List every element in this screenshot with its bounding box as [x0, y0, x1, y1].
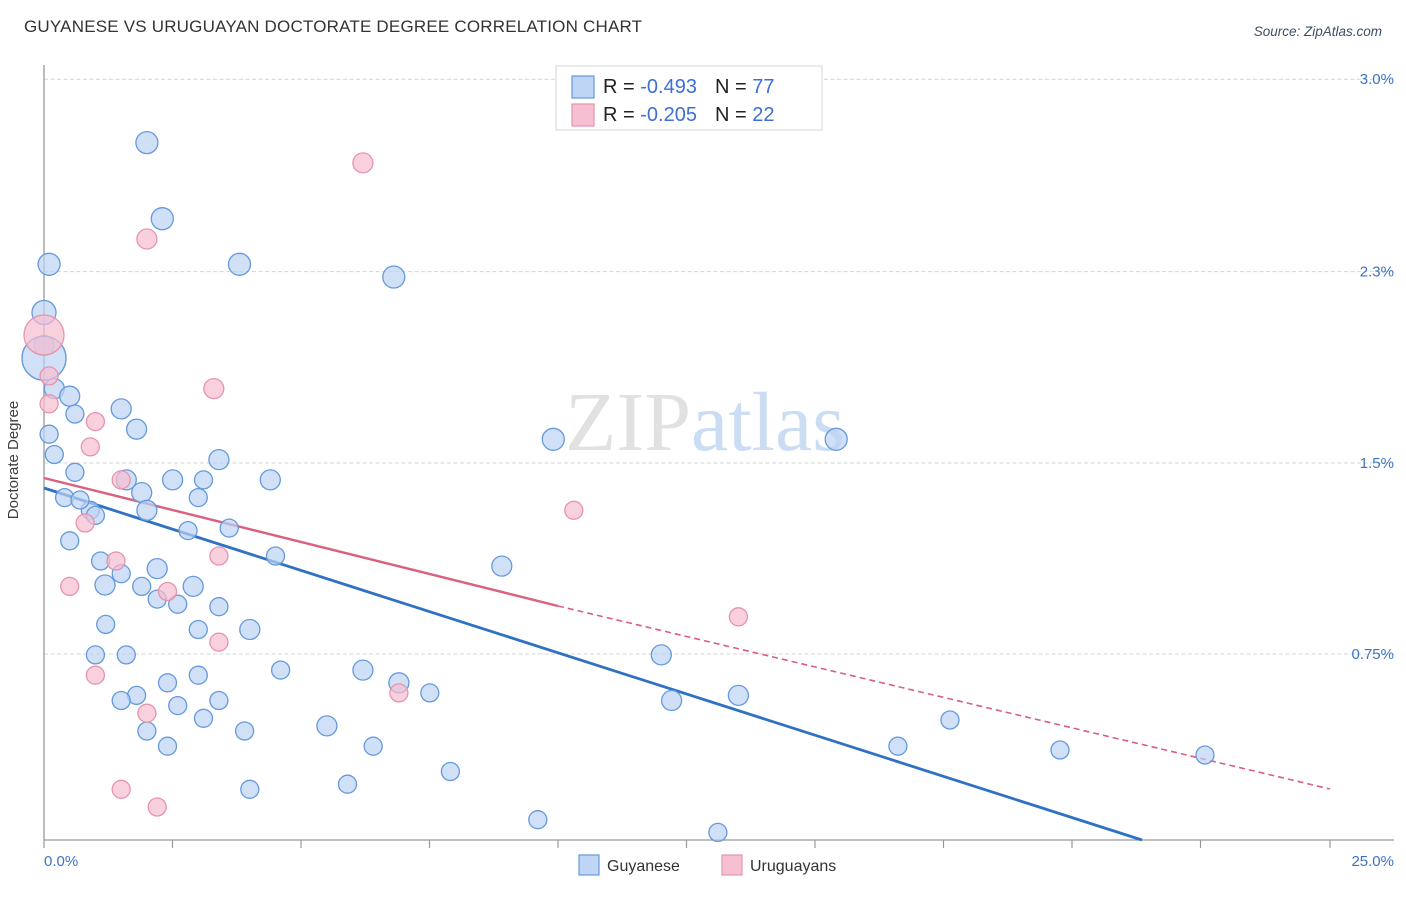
svg-text:Uruguayans: Uruguayans — [750, 858, 836, 875]
svg-text:3.0%: 3.0% — [1360, 71, 1394, 88]
svg-text:2.3%: 2.3% — [1360, 264, 1394, 281]
svg-text:0.0%: 0.0% — [44, 853, 78, 870]
svg-text:Guyanese: Guyanese — [607, 858, 680, 875]
svg-text:ZIPatlas: ZIPatlas — [565, 376, 845, 469]
svg-text:Doctorate Degree: Doctorate Degree — [5, 401, 22, 519]
svg-text:0.75%: 0.75% — [1351, 646, 1394, 663]
svg-text:1.5%: 1.5% — [1360, 455, 1394, 472]
svg-text:25.0%: 25.0% — [1351, 853, 1394, 870]
